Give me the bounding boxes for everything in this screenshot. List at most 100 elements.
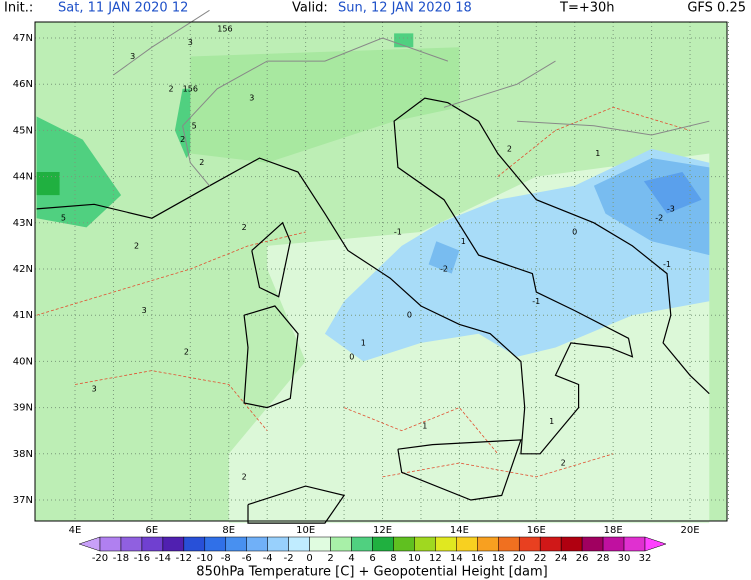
colorbar-swatch — [602, 536, 625, 552]
contour-label: 2 — [180, 135, 185, 144]
map: 3321561565232523210-1-2-10-1-2-312101232… — [34, 9, 729, 524]
colorbar-swatch — [120, 536, 143, 552]
contour-label: -2 — [655, 214, 663, 223]
colorbar-label: 32 — [639, 553, 652, 564]
lon-label: 10E — [296, 525, 315, 536]
contour-label: -2 — [440, 265, 448, 274]
lat-label: 40N — [13, 356, 33, 367]
colorbar-label: -12 — [176, 553, 192, 564]
contour-label: 3 — [249, 94, 254, 103]
colorbar-swatch — [414, 536, 436, 552]
lon-label: 14E — [450, 525, 469, 536]
isotherm — [382, 453, 614, 478]
colorbar-swatch — [351, 536, 373, 552]
isotherm — [74, 370, 268, 431]
lat-label: 46N — [13, 79, 33, 90]
contour-label: 3 — [92, 385, 97, 394]
contour-label: 2 — [242, 223, 247, 232]
colorbar-swatch — [623, 536, 646, 552]
colorbar-label: 0 — [306, 553, 312, 564]
lat-label: 47N — [13, 33, 33, 44]
colorbar-label: -14 — [155, 553, 171, 564]
contour-label: 3 — [188, 38, 193, 47]
contour-label: 1 — [549, 417, 554, 426]
colorbar-swatch — [581, 536, 604, 552]
colorbar-swatch — [330, 536, 352, 552]
lead-time: T=+30h — [559, 1, 615, 16]
isotherm — [343, 407, 499, 455]
colorbar-label: -4 — [263, 553, 273, 564]
caption: 850hPa Temperature [C] + Geopotential He… — [196, 565, 547, 580]
lat-label: 44N — [13, 172, 33, 183]
lon-label: 16E — [527, 525, 546, 536]
colorbar-swatch — [246, 536, 268, 552]
lon-label: 4E — [69, 525, 82, 536]
colorbar-label: 26 — [576, 553, 589, 564]
contour-label: 0 — [407, 311, 412, 320]
colorbar-swatch — [393, 536, 415, 552]
contour-label: 1 — [361, 338, 366, 347]
lon-label: 12E — [373, 525, 392, 536]
colorbar-label: 4 — [348, 553, 354, 564]
colorbar-swatch — [99, 536, 122, 552]
colorbar-swatch — [225, 536, 247, 552]
isotherm — [36, 231, 306, 316]
lat-label: 38N — [13, 449, 33, 460]
map-frame — [34, 21, 728, 522]
colorbar-label: -20 — [92, 553, 108, 564]
contour-label: 0 — [572, 228, 577, 237]
colorbar-swatch — [141, 536, 164, 552]
border — [443, 60, 556, 108]
colorbar-label: 28 — [597, 553, 610, 564]
island-coastline — [397, 439, 522, 501]
lon-label: 18E — [604, 525, 623, 536]
colorbar-label: 6 — [369, 553, 375, 564]
colorbar-end — [644, 536, 667, 552]
colorbar-swatch — [456, 536, 478, 552]
colorbar-swatch — [204, 536, 227, 552]
colorbar-label: 16 — [471, 553, 484, 564]
contour-label: 5 — [61, 214, 66, 223]
colorbar-label: 22 — [534, 553, 547, 564]
border — [182, 125, 210, 187]
lat-label: 39N — [13, 403, 33, 414]
colorbar-label: -8 — [221, 553, 231, 564]
colorbar-label: -6 — [242, 553, 252, 564]
cold-patch — [428, 241, 460, 274]
init-label: Init.: — [4, 1, 33, 16]
init-time: Sat, 11 JAN 2020 12 — [58, 1, 188, 16]
colorbar-swatch — [267, 536, 289, 552]
contour-label: 1 — [461, 237, 466, 246]
contour-label: 1 — [595, 149, 600, 158]
contour-label: -1 — [663, 260, 671, 269]
lat-label: 41N — [13, 310, 33, 321]
colorbar-swatch — [560, 536, 583, 552]
contour-label: 2 — [507, 144, 512, 153]
colorbar-label: 12 — [429, 553, 442, 564]
contour-label: 2 — [561, 459, 566, 468]
colorbar-label: 24 — [555, 553, 568, 564]
colorbar-label: 30 — [618, 553, 631, 564]
colorbar-label: 2 — [327, 553, 333, 564]
border — [517, 120, 710, 136]
island-coastline — [247, 485, 346, 524]
lon-label: 6E — [146, 525, 159, 536]
island-coastline — [243, 305, 299, 409]
colorbar-swatch — [539, 536, 562, 552]
colorbar-label: 14 — [450, 553, 463, 564]
colorbar-swatch — [372, 536, 394, 552]
lat-label: 37N — [13, 495, 33, 506]
lon-label: 20E — [681, 525, 700, 536]
contour-label: 2 — [134, 241, 139, 250]
contour-label: 2 — [184, 348, 189, 357]
north-green — [190, 47, 460, 163]
colorbar-swatch — [518, 536, 541, 552]
island-coastline — [251, 221, 291, 298]
border — [113, 9, 210, 76]
lon-label: 8E — [222, 525, 235, 536]
colorbar-label: -16 — [134, 553, 150, 564]
isotherm — [497, 106, 691, 177]
contour-label: 0 — [349, 352, 354, 361]
colorbar-label: 8 — [390, 553, 396, 564]
